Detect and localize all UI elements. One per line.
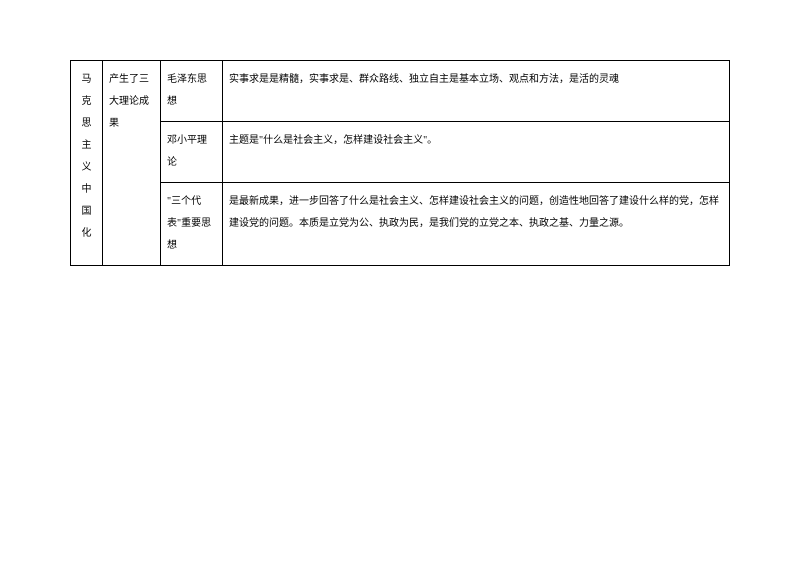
subcategory-cell: 产生了三大理论成果: [103, 61, 161, 266]
theory-cell-1: 毛泽东思想: [161, 61, 223, 122]
description-cell-2: 主题是"什么是社会主义，怎样建设社会主义"。: [223, 122, 730, 183]
theory-cell-3: "三个代表"重要思想: [161, 183, 223, 266]
theory-cell-2: 邓小平理论: [161, 122, 223, 183]
description-cell-1: 实事求是是精髓，实事求是、群众路线、独立自主是基本立场、观点和方法，是活的灵魂: [223, 61, 730, 122]
category-cell: 马克思主义中国化: [71, 61, 103, 266]
description-cell-3: 是最新成果，进一步回答了什么是社会主义、怎样建设社会主义的问题，创造性地回答了建…: [223, 183, 730, 266]
theory-table: 马克思主义中国化 产生了三大理论成果 毛泽东思想 实事求是是精髓，实事求是、群众…: [70, 60, 730, 266]
